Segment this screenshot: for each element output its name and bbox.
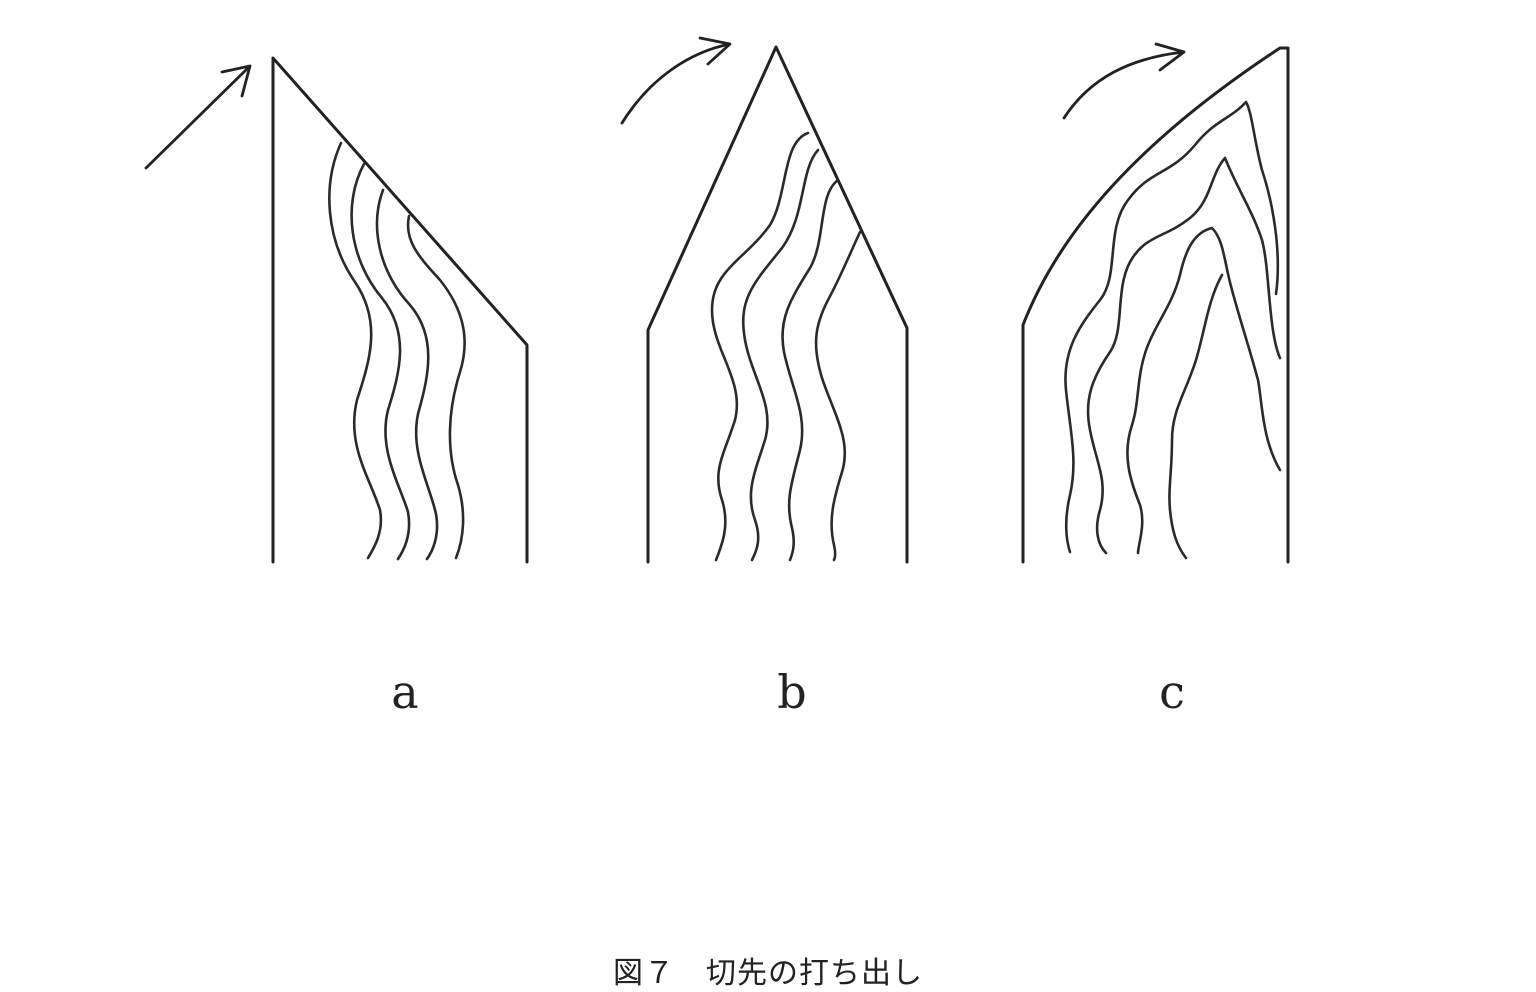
panel-a-hamon-line-1	[328, 141, 383, 560]
panel-c-hamon-line-1	[1064, 100, 1280, 554]
panel-label-c: c	[1159, 665, 1185, 719]
panel-a-arrow-icon	[144, 64, 252, 170]
panel-b-arrow-icon	[620, 36, 732, 125]
panel-label-b: b	[777, 665, 806, 719]
panel-b-hamon-line-2	[741, 148, 820, 562]
panel-a-hamon-line-3	[375, 188, 439, 561]
panel-c	[1021, 42, 1290, 564]
panel-b-hamon-line-1	[710, 131, 810, 562]
panel-b-hamon-line-4	[814, 230, 862, 562]
panel-b-hamon-line-3	[781, 178, 840, 562]
panel-c-hamon-line-3	[1126, 226, 1282, 555]
panel-a	[144, 56, 529, 564]
panel-a-hamon-line-2	[350, 162, 411, 561]
panel-b-blade-outline	[646, 45, 909, 564]
panel-c-blade-outline	[1021, 46, 1290, 564]
panel-a-hamon-line-4	[406, 214, 466, 560]
panel-a-blade-outline	[271, 56, 529, 564]
panel-label-a: a	[391, 665, 418, 719]
panel-c-hamon-line-2	[1086, 156, 1282, 555]
panel-c-hamon-line-4	[1168, 273, 1224, 560]
panel-c-arrow-icon	[1062, 42, 1186, 120]
panel-b	[620, 36, 909, 564]
figure-caption: 図７ 切先の打ち出し	[613, 956, 923, 991]
